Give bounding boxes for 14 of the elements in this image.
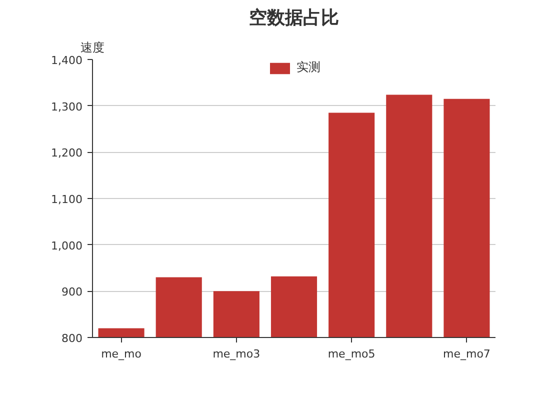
x-tick-label: me_mo7 <box>443 348 490 360</box>
x-tick-label: me_mo3 <box>212 348 260 360</box>
x-tick-label: me_mo5 <box>328 348 376 360</box>
y-tick-label: 1,200 <box>51 146 83 160</box>
legend-label: 实测 <box>296 59 320 76</box>
y-axis-title: 速度 <box>80 40 104 54</box>
y-tick-label: 1,400 <box>51 54 83 67</box>
y-tick-label: 800 <box>62 332 83 345</box>
chart-title: 空数据占比 <box>249 8 339 28</box>
y-tick-label: 1,000 <box>51 239 83 252</box>
y-tick-label: 1,100 <box>51 193 83 206</box>
y-tick-label: 1,300 <box>51 100 83 114</box>
x-tick-label: me_mo <box>101 348 142 360</box>
y-tick-label: 900 <box>62 286 83 299</box>
